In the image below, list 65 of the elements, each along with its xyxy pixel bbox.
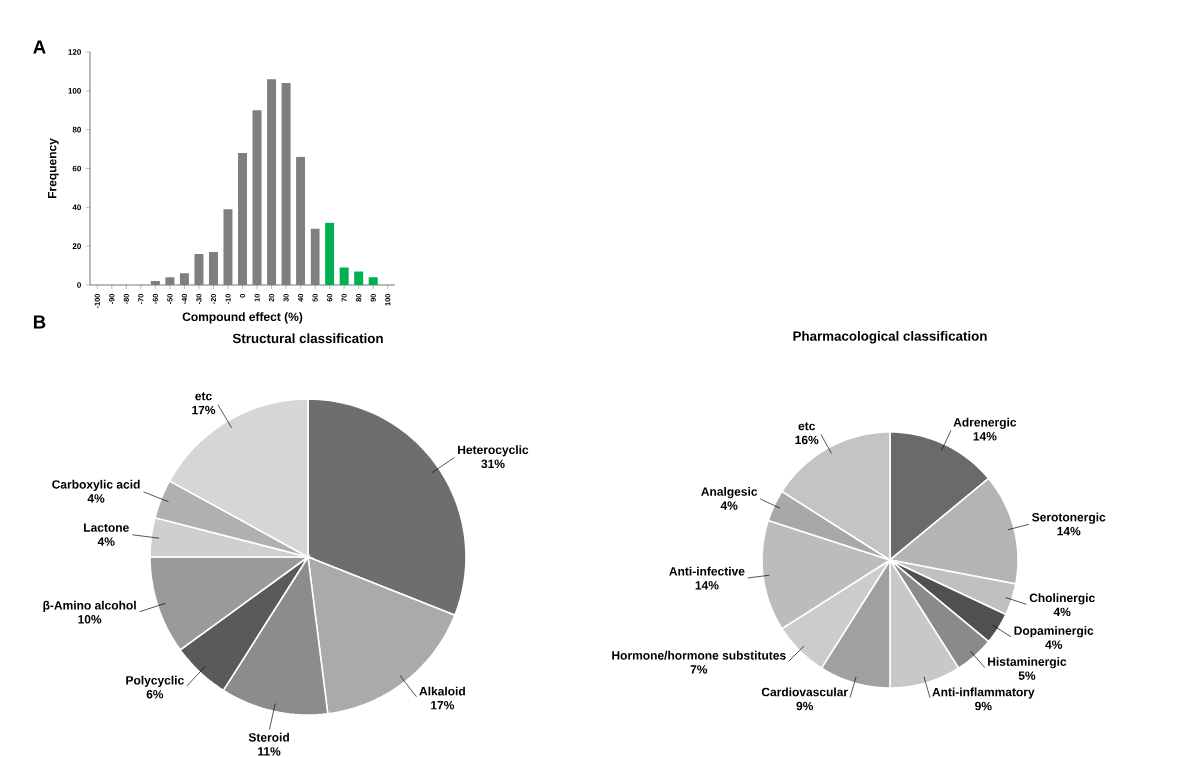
- x-axis-title: Compound effect (%): [182, 312, 303, 324]
- data-label: 11%: [258, 747, 281, 756]
- slice-label: Anti-inflammatory: [932, 687, 1035, 699]
- data-label: 4%: [97, 537, 115, 546]
- slice-label: Alkaloid: [419, 686, 465, 696]
- bar: [339, 267, 349, 285]
- bar: [296, 156, 306, 285]
- y-tick-label: 80: [72, 126, 81, 133]
- bar: [354, 271, 364, 285]
- data-label: 6%: [146, 690, 164, 699]
- data-label: 4%: [87, 494, 105, 503]
- slice-label: Cholinergic: [1029, 593, 1095, 605]
- data-label: 5%: [1018, 671, 1036, 680]
- y-tick-label: 0: [77, 282, 81, 288]
- data-label: 14%: [1057, 526, 1081, 536]
- bar: [238, 152, 247, 285]
- data-label: 17%: [192, 405, 216, 415]
- slice-label: Anti-infective: [669, 566, 745, 576]
- slice-label: Hormone/hormone substitutes: [612, 650, 786, 660]
- slice-label: Lactone: [84, 523, 129, 532]
- bar: [208, 252, 218, 285]
- y-tick-label: 40: [72, 204, 81, 211]
- y-tick-label: 100: [68, 88, 81, 94]
- data-label: 4%: [1045, 640, 1063, 649]
- data-label: 9%: [796, 701, 814, 711]
- y-axis-title: Frequency: [48, 138, 59, 199]
- text: A: [33, 40, 46, 54]
- slice-label: Cardiovascular: [761, 687, 848, 697]
- slice-label: etc: [798, 422, 816, 431]
- data-label: 14%: [973, 432, 997, 441]
- chart-title: Pharmacological classification: [793, 331, 987, 344]
- bar: [267, 79, 277, 285]
- bar: [252, 110, 262, 285]
- data-label: 17%: [431, 701, 455, 710]
- slice-label: etc: [195, 392, 212, 401]
- text: B: [33, 315, 46, 329]
- slice-label: Analgesic: [701, 487, 758, 499]
- bar: [179, 273, 189, 285]
- data-label: 31%: [481, 459, 505, 469]
- slice-label: Dopaminergic: [1014, 626, 1094, 638]
- y-tick-label: 20: [72, 243, 81, 250]
- data-label: 16%: [795, 435, 819, 445]
- y-tick-label: 60: [72, 165, 81, 172]
- data-label: 14%: [695, 581, 719, 590]
- slice-label: β-Amino alcohol: [43, 600, 136, 612]
- data-label: 9%: [975, 701, 992, 711]
- data-label: 10%: [78, 615, 102, 624]
- bar: [368, 277, 378, 285]
- slice-label: Carboxylic acid: [52, 479, 140, 492]
- bar: [150, 281, 160, 285]
- bar: [281, 83, 291, 285]
- slice-label: Steroid: [248, 732, 289, 742]
- data-label: 4%: [720, 501, 738, 510]
- y-tick-label: 120: [68, 49, 81, 55]
- bar: [325, 222, 335, 285]
- slice-label: Adrenergic: [953, 417, 1017, 429]
- bar: [165, 277, 175, 285]
- slice-label: Serotonergic: [1032, 512, 1106, 524]
- slice-label: Histaminergic: [988, 657, 1067, 669]
- data-label: 7%: [690, 665, 708, 674]
- bar: [223, 209, 233, 285]
- data-label: 4%: [1053, 607, 1071, 617]
- slice-label: Heterocyclic: [458, 445, 529, 457]
- chart-title: Structural classification: [232, 333, 383, 344]
- slice-label: Polycyclic: [126, 675, 184, 687]
